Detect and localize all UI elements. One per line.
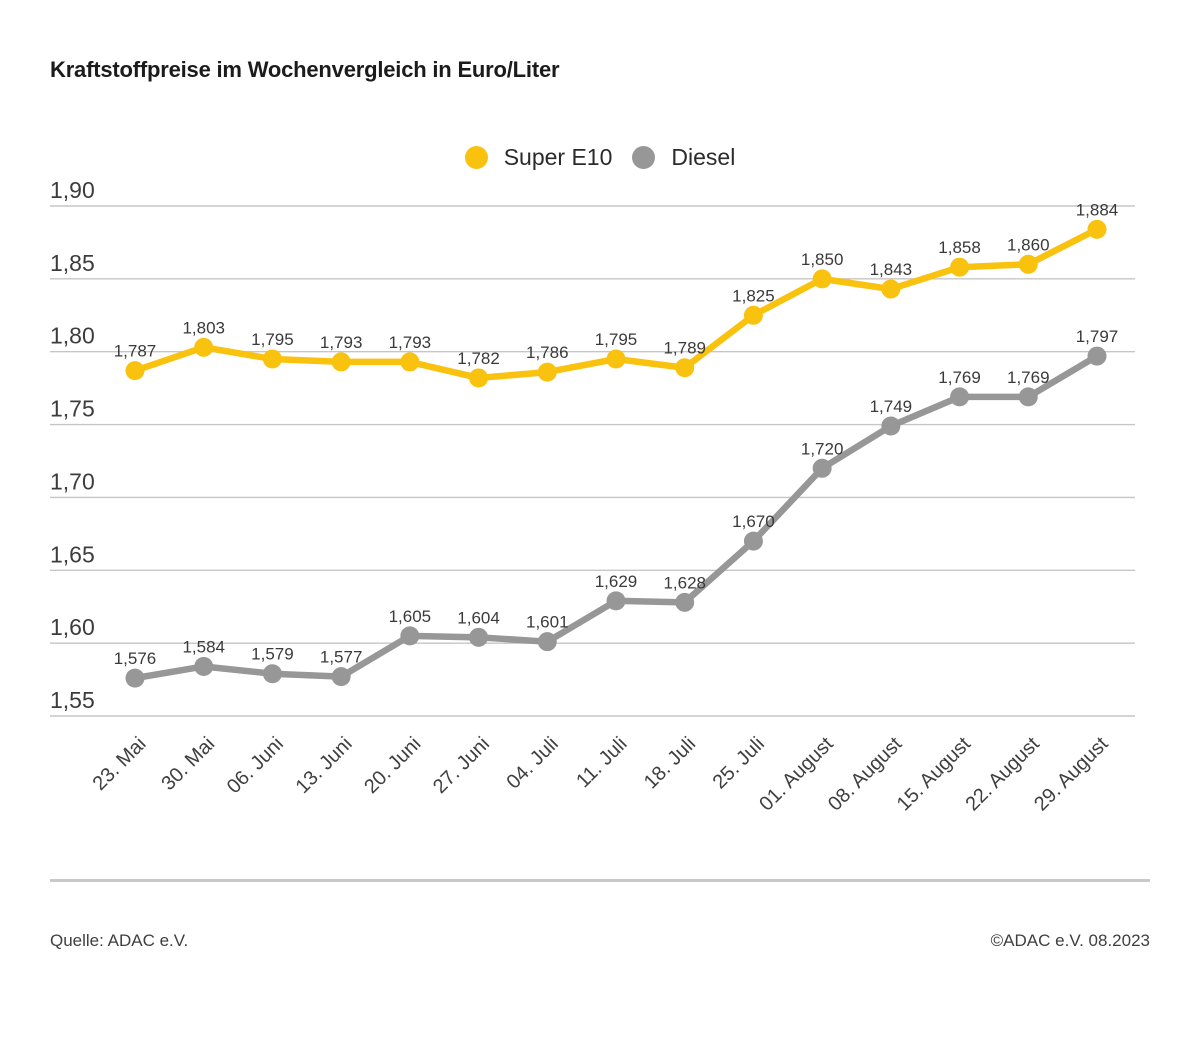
diesel-value-label: 1,769 [1007, 368, 1050, 387]
super-e10-value-label: 1,789 [663, 339, 706, 358]
diesel-value-label: 1,628 [663, 573, 706, 592]
source-text: Quelle: ADAC e.V. [50, 931, 189, 950]
diesel-point [537, 632, 557, 652]
x-tick-label: 08. August [824, 733, 907, 816]
super-e10-value-label: 1,793 [320, 333, 363, 352]
super-e10-point [194, 337, 214, 357]
x-tick-label: 27. Juni [429, 733, 494, 798]
super-e10-point [812, 269, 832, 289]
footer-divider [50, 879, 1150, 882]
super-e10-point [331, 352, 351, 372]
diesel-value-label: 1,576 [114, 649, 157, 668]
diesel-value-label: 1,629 [595, 572, 638, 591]
super-e10-value-label: 1,843 [870, 260, 913, 279]
super-e10-value-label: 1,795 [251, 330, 294, 349]
diesel-point [469, 627, 489, 647]
diesel-point [331, 667, 351, 687]
legend-label-diesel: Diesel [671, 144, 736, 170]
diesel-value-label: 1,584 [182, 637, 225, 656]
super-e10-point [400, 352, 420, 372]
super-e10-point [262, 349, 282, 369]
diesel-point [1018, 387, 1038, 407]
diesel-point [743, 531, 763, 551]
diesel-value-label: 1,670 [732, 512, 775, 531]
super-e10-value-label: 1,825 [732, 286, 775, 305]
diesel-point [675, 592, 695, 612]
y-tick-label: 1,80 [50, 323, 95, 349]
x-tick-label: 20. Juni [360, 733, 425, 798]
diesel-value-label: 1,749 [870, 397, 913, 416]
diesel-value-label: 1,579 [251, 645, 294, 664]
super-e10-point [125, 361, 145, 381]
x-tick-label: 18. Juli [640, 733, 700, 793]
super-e10-value-label: 1,795 [595, 330, 638, 349]
legend-label-super-e10: Super E10 [503, 144, 613, 170]
super-e10-value-label: 1,786 [526, 343, 569, 362]
y-tick-label: 1,65 [50, 541, 95, 567]
diesel-point [881, 416, 901, 436]
x-tick-label: 13. Juni [292, 733, 357, 798]
x-tick-label: 11. Juli [572, 733, 631, 792]
x-tick-label: 15. August [893, 733, 976, 816]
super-e10-point [950, 257, 970, 277]
x-tick-label: 01. August [755, 733, 838, 816]
x-tick-label: 30. Mai [157, 733, 219, 795]
x-tick-label: 25. Juli [709, 733, 769, 793]
diesel-value-label: 1,605 [389, 607, 432, 626]
page-title: Kraftstoffpreise im Wochenvergleich in E… [50, 57, 560, 82]
super-e10-legend-dot-icon [464, 146, 488, 169]
super-e10-value-label: 1,787 [114, 342, 157, 361]
super-e10-point [675, 358, 695, 378]
legend-item-diesel: Diesel [632, 144, 735, 171]
super-e10-point [743, 305, 763, 325]
diesel-line [131, 352, 1101, 682]
diesel-value-label: 1,797 [1076, 327, 1119, 346]
diesel-legend-dot-icon [632, 146, 656, 169]
super-e10-value-label: 1,884 [1076, 200, 1119, 219]
super-e10-value-label: 1,850 [801, 250, 844, 269]
diesel-value-label: 1,601 [526, 613, 569, 632]
super-e10-point [537, 362, 557, 382]
super-e10-value-label: 1,858 [938, 238, 981, 257]
chart-legend: Super E10 Diesel [0, 144, 1200, 171]
super-e10-value-label: 1,860 [1007, 235, 1050, 254]
diesel-value-label: 1,769 [938, 368, 981, 387]
x-tick-label: 22. August [961, 733, 1044, 816]
y-tick-label: 1,85 [50, 250, 95, 276]
x-tick-label: 04. Juli [502, 733, 562, 793]
x-tick-label: 06. Juni [223, 733, 288, 798]
diesel-point [194, 656, 214, 676]
diesel-point [606, 591, 626, 611]
x-tick-label: 23. Mai [89, 733, 151, 795]
super-e10-value-label: 1,793 [389, 333, 432, 352]
diesel-point [950, 387, 970, 407]
diesel-value-label: 1,577 [320, 648, 363, 667]
diesel-value-label: 1,720 [801, 439, 844, 458]
copyright-text: ©ADAC e.V. 08.2023 [990, 931, 1150, 950]
y-tick-label: 1,60 [50, 614, 95, 640]
legend-item-super-e10: Super E10 [464, 144, 613, 171]
diesel-value-label: 1,604 [457, 608, 500, 627]
y-tick-label: 1,75 [50, 396, 95, 422]
super-e10-point [1087, 219, 1107, 239]
super-e10-point [606, 349, 626, 369]
y-tick-label: 1,90 [50, 177, 95, 203]
y-tick-label: 1,70 [50, 468, 95, 494]
super-e10-value-label: 1,803 [182, 318, 225, 337]
diesel-point [400, 626, 420, 646]
super-e10-point [1018, 254, 1038, 274]
diesel-point [812, 458, 832, 478]
y-tick-label: 1,55 [50, 687, 95, 713]
x-tick-label: 29. August [1030, 733, 1113, 816]
super-e10-point [881, 279, 901, 299]
super-e10-point [469, 368, 489, 388]
diesel-point [125, 668, 145, 688]
diesel-point [1087, 346, 1107, 366]
diesel-point [262, 664, 282, 684]
super-e10-value-label: 1,782 [457, 349, 500, 368]
